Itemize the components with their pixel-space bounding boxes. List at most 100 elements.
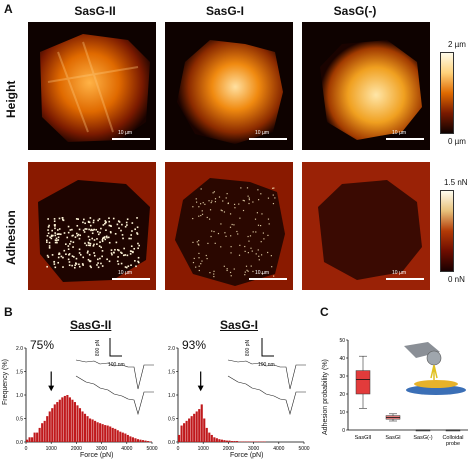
- histogram-percent-sasg-i: 93%: [182, 338, 207, 352]
- histogram-bar: [178, 434, 181, 442]
- x-tick-label: 5000: [298, 446, 309, 452]
- histogram-bar: [126, 434, 129, 442]
- histogram-bar: [139, 439, 142, 442]
- y-tick-label: 0.0: [16, 440, 23, 446]
- histogram-bar: [218, 439, 221, 442]
- adhesion-colorbar-max: 1.5 nN: [444, 178, 468, 187]
- x-tick-label: 3000: [96, 446, 107, 452]
- x-tick-label: 1000: [198, 446, 209, 452]
- histogram-bar: [198, 409, 201, 442]
- inset-force-curve: [75, 375, 154, 416]
- histogram-bar: [63, 395, 66, 442]
- height-map-sasg-i-graphic: [177, 40, 283, 144]
- adhesion-map-sasg-ii-graphic: [38, 180, 150, 282]
- histogram-bar: [200, 404, 203, 442]
- histogram-bar: [38, 427, 41, 442]
- histogram-bar: [203, 418, 206, 442]
- histogram-bar: [220, 439, 223, 442]
- histogram-bar: [66, 395, 69, 442]
- column-title-sasg-ii: SasG-II: [74, 4, 116, 18]
- panel-b-letter: B: [4, 305, 13, 319]
- histogram-bar: [183, 423, 186, 442]
- histogram-bar: [213, 437, 216, 442]
- panel-c-letter: C: [320, 305, 329, 319]
- histogram-bar: [215, 438, 218, 442]
- histogram-bar: [33, 432, 36, 442]
- histogram-bar: [91, 419, 94, 442]
- histogram-bar: [109, 426, 112, 442]
- panel-c-y-axis-label: Adhesion probability (%): [322, 359, 329, 435]
- histogram-bar: [193, 413, 196, 442]
- category-label: SasGII: [355, 435, 372, 441]
- histogram-bar: [99, 423, 102, 442]
- histogram-bar: [53, 404, 56, 442]
- histogram-bar: [81, 411, 84, 442]
- adhesion-colorbar-min: 0 nN: [448, 275, 465, 284]
- histogram-bar: [210, 434, 213, 442]
- histogram-bar: [61, 397, 64, 442]
- adhesion-colorbar: [440, 190, 454, 272]
- x-tick-label: 4000: [121, 446, 132, 452]
- histogram-bar: [208, 432, 211, 442]
- y-tick-label: 0.0: [168, 440, 175, 446]
- column-title-sasg-neg: SasG(-): [333, 4, 377, 18]
- histogram-bar: [114, 428, 117, 442]
- inset-scale-bar: [261, 338, 274, 357]
- histogram-percent-sasg-ii: 75%: [30, 338, 55, 352]
- histogram-bar: [86, 416, 89, 442]
- histogram-bar: [146, 441, 150, 442]
- histogram-title-sasg-ii: SasG-II: [70, 318, 112, 332]
- inset-force-scale-sasg-ii: 800 pN: [95, 339, 102, 357]
- inset-force-scale-sasg-i: 800 pN: [245, 339, 252, 357]
- adhesion-map-sasg-neg: 10 µm: [302, 162, 430, 290]
- x-tick-label: 4000: [273, 446, 284, 452]
- histogram-bar: [205, 427, 208, 442]
- adhesion-map-sasg-neg-graphic: [318, 180, 422, 280]
- histogram-bar: [136, 439, 139, 442]
- histogram-bar: [73, 402, 76, 442]
- y-tick-label: 1.0: [168, 393, 175, 399]
- histogram-bar: [119, 431, 122, 442]
- inset-force-curve: [75, 359, 154, 390]
- histogram-bar: [180, 425, 183, 442]
- y-tick-label: 0: [342, 428, 345, 434]
- histogram-bar: [144, 440, 147, 442]
- height-colorbar-max: 2 µm: [448, 40, 466, 49]
- height-map-sasg-i: 10 µm: [165, 22, 293, 150]
- height-map-sasg-neg-graphic: [320, 40, 422, 140]
- y-tick-label: 40: [339, 356, 345, 362]
- histogram-bar: [26, 439, 29, 442]
- histogram-bar: [56, 402, 59, 442]
- histogram-bar: [233, 441, 236, 442]
- x-tick-label: 2000: [71, 446, 82, 452]
- height-map-sasg-ii-graphic: [40, 34, 150, 142]
- x-tick-label: 3000: [248, 446, 259, 452]
- histogram-bar: [28, 437, 31, 442]
- category-label: probe: [446, 441, 460, 447]
- x-tick-label: 1000: [46, 446, 57, 452]
- category-label: SasG(-): [413, 435, 432, 441]
- histogram-bar: [185, 420, 188, 442]
- panel-a-letter: A: [4, 2, 13, 16]
- histogram-0: 0 1000 2000 3000 4000 5000 0.0 0.5 1.0 1.5 2.0: [16, 338, 158, 452]
- histogram-bar: [48, 411, 51, 442]
- scale-bar-text: 10 µm: [118, 130, 132, 136]
- histogram-bar: [76, 405, 79, 442]
- y-tick-label: 0.5: [168, 417, 175, 423]
- y-tick-label: 10: [339, 410, 345, 416]
- histogram-bar: [106, 425, 109, 442]
- histogram-bar: [188, 418, 191, 442]
- y-tick-label: 1.5: [16, 370, 23, 376]
- histogram-bar: [134, 438, 137, 442]
- histogram-bar: [58, 399, 61, 442]
- inset-force-curve: [227, 359, 306, 390]
- histogram-bar: [71, 399, 74, 442]
- histogram-bar: [230, 441, 234, 442]
- category-label: SasGI: [385, 435, 401, 441]
- histogram-bar: [225, 440, 228, 442]
- histogram-bar: [41, 423, 44, 442]
- histogram-bar: [141, 440, 145, 442]
- scale-bar-text: 10 µm: [255, 130, 269, 136]
- x-tick-label: 5000: [146, 446, 157, 452]
- inset-dist-scale-sasg-ii: 100 nm: [108, 362, 125, 368]
